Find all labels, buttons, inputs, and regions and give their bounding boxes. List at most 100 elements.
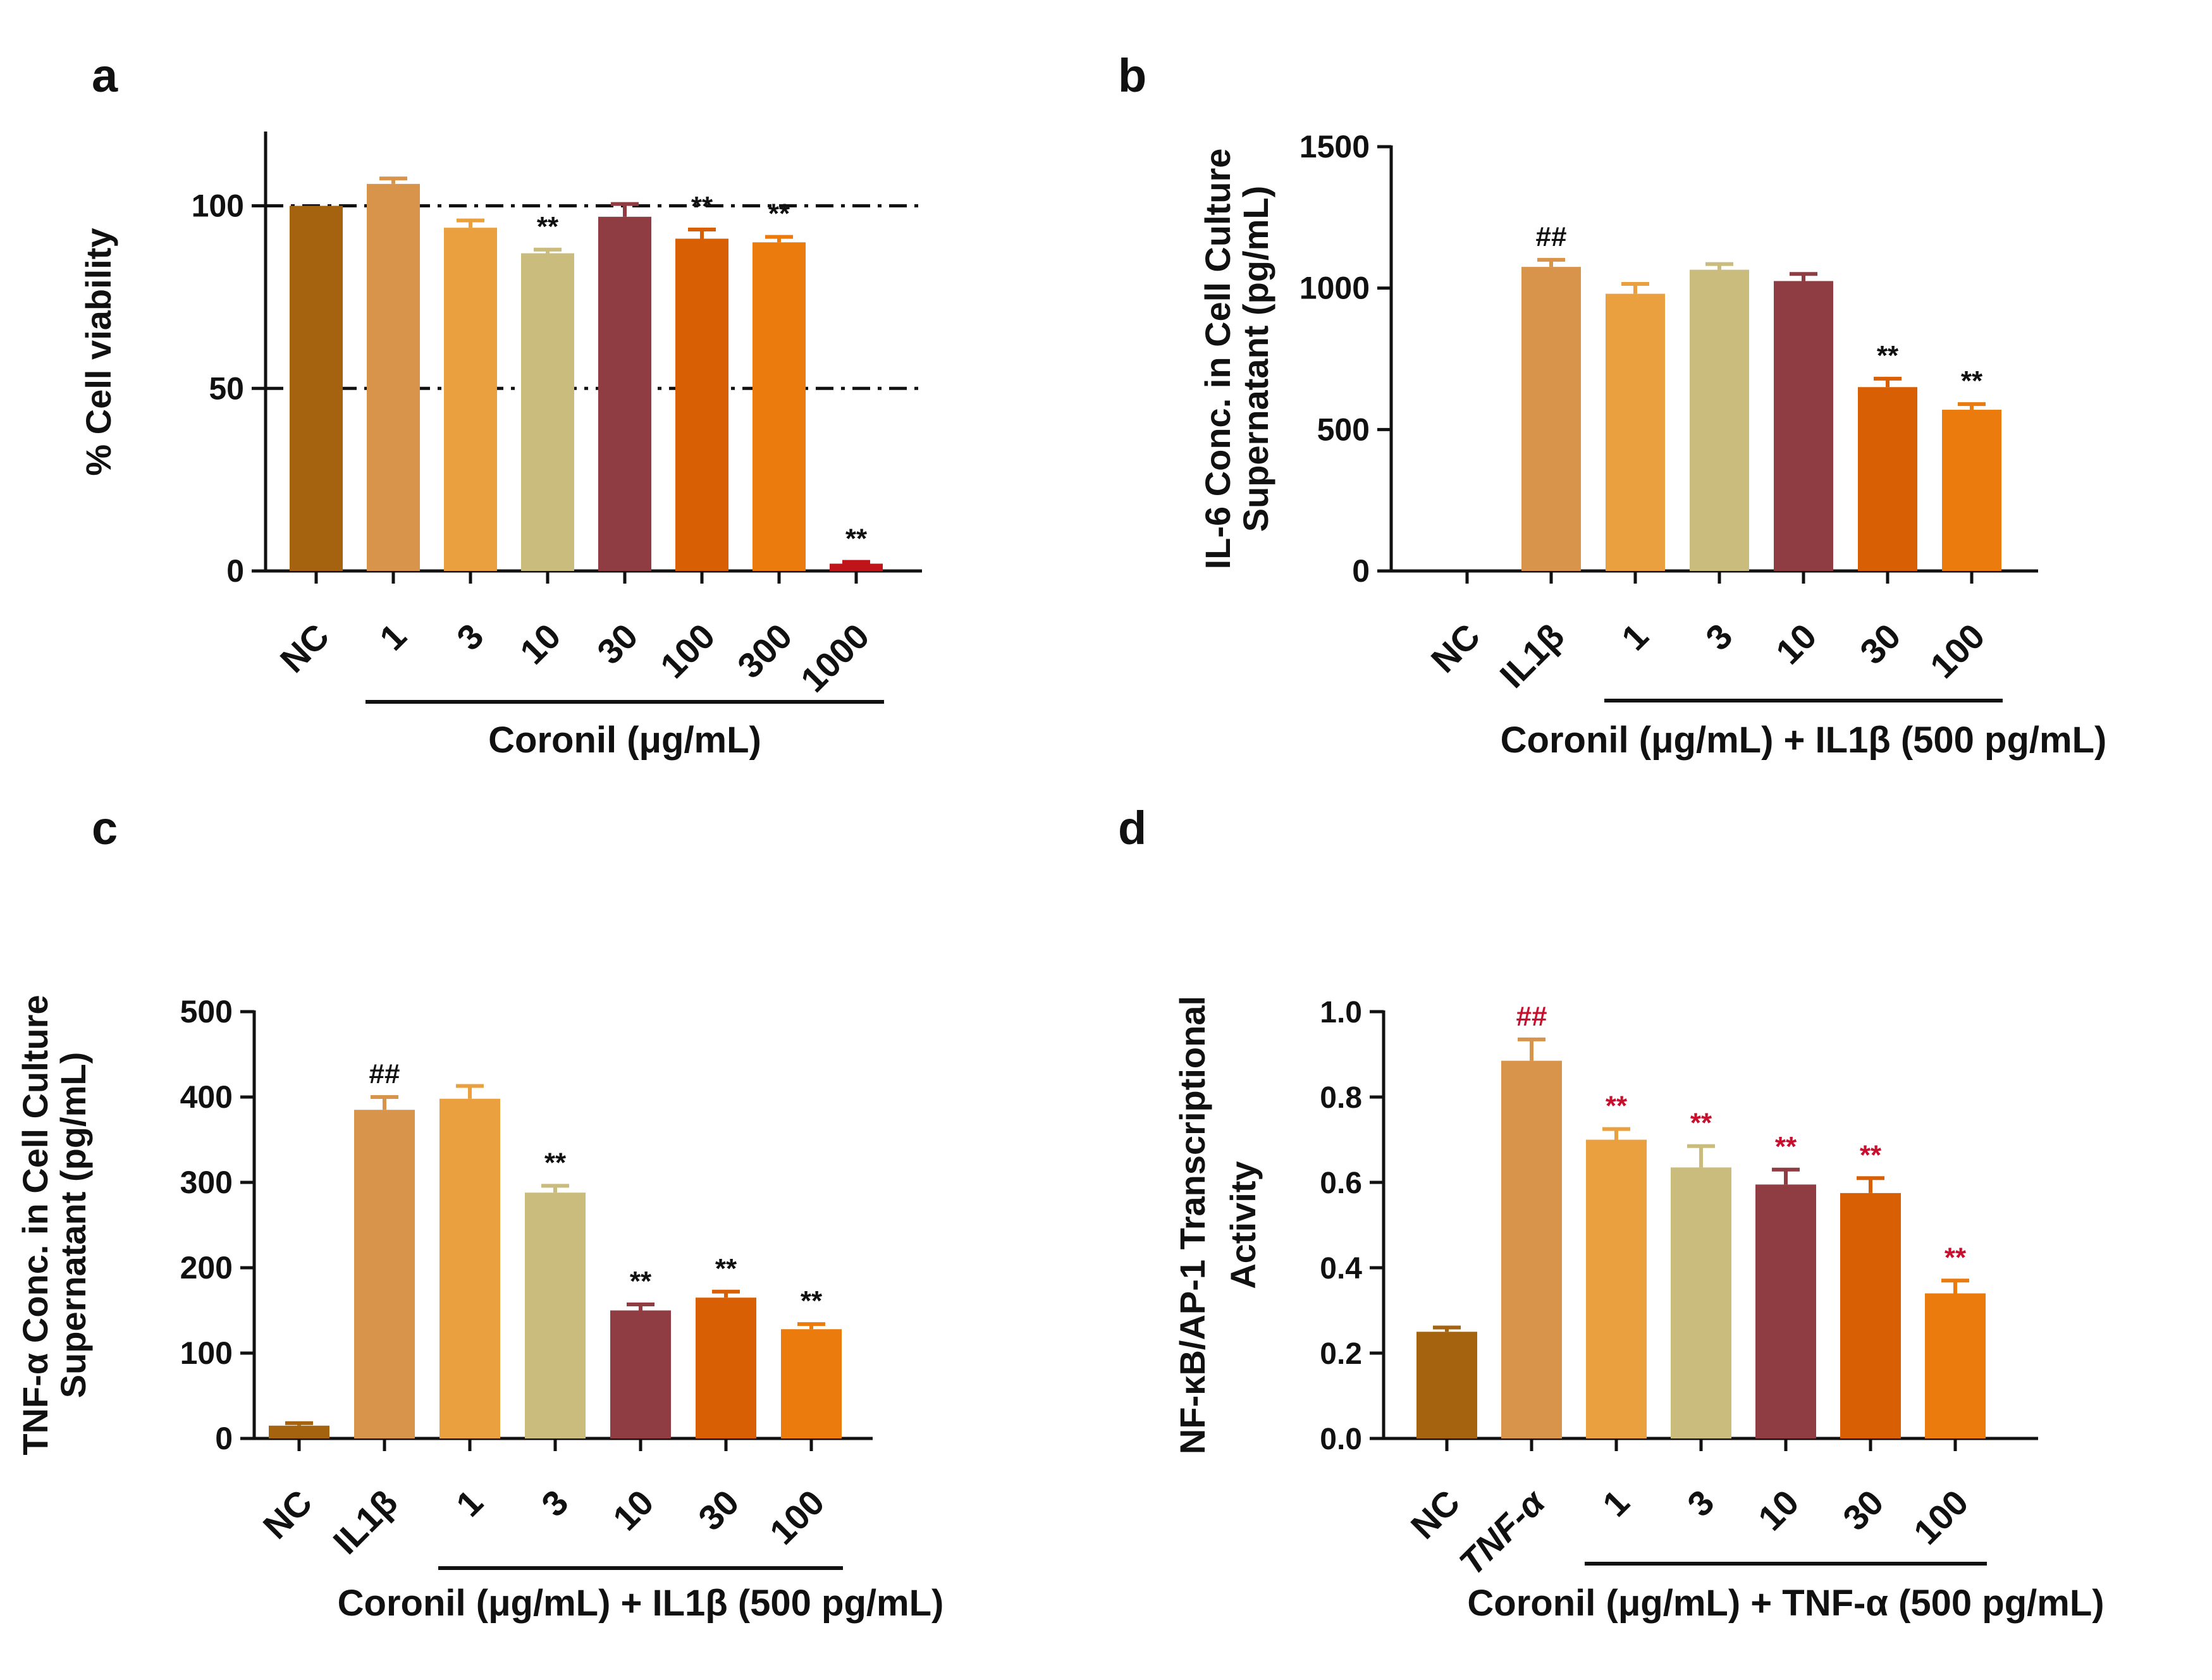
panel-c: c 0 100 200 300 400 500 ## ** ** ** ** NC IL1β 1 3 10 30 1… bbox=[15, 802, 943, 1624]
significance-mark: ** bbox=[630, 1266, 652, 1297]
y-tick-label: 1000 bbox=[1300, 271, 1370, 306]
y-tick-label: 0.4 bbox=[1320, 1252, 1362, 1285]
significance-mark: ** bbox=[1961, 365, 1983, 396]
bar bbox=[610, 1310, 671, 1438]
bar bbox=[444, 228, 497, 571]
y-tick-label: 200 bbox=[180, 1250, 233, 1285]
bar bbox=[1690, 269, 1749, 571]
x-tick-label: 30 bbox=[589, 616, 646, 672]
y-tick-label: 500 bbox=[1317, 412, 1370, 447]
bar bbox=[1671, 1167, 1731, 1438]
y-tick-label: 300 bbox=[180, 1165, 233, 1200]
x-tick-label: NC bbox=[1423, 616, 1488, 680]
y-tick-label: 0 bbox=[226, 553, 244, 589]
y-axis-label: Supernatant (pg/mL) bbox=[53, 1052, 93, 1399]
bar bbox=[367, 183, 420, 572]
bar bbox=[1925, 1293, 1986, 1438]
significance-mark: ** bbox=[715, 1253, 737, 1284]
y-axis-label: TNF-α Conc. in Cell Culture bbox=[15, 995, 55, 1455]
group-label: Coronil (μg/mL) + TNF-α (500 pg/mL) bbox=[1467, 1583, 2104, 1624]
bar bbox=[290, 205, 343, 571]
y-tick-label: 0.0 bbox=[1320, 1423, 1362, 1456]
bar bbox=[1858, 387, 1917, 571]
x-tick-label: 3 bbox=[1698, 616, 1740, 658]
bar bbox=[1501, 1060, 1562, 1438]
y-tick-label: 500 bbox=[180, 994, 233, 1029]
x-tick-label: 3 bbox=[449, 616, 491, 658]
significance-mark: ## bbox=[1536, 221, 1567, 252]
x-tick-label: 100 bbox=[653, 616, 723, 686]
x-tick-label: 1 bbox=[372, 616, 414, 658]
bar bbox=[830, 563, 883, 571]
panel-b: b 0 500 1000 1500 ## ** ** NC IL1β 1 3 10 30 100 Coroni… bbox=[1118, 49, 2106, 761]
y-tick-label: 1.0 bbox=[1320, 996, 1362, 1029]
x-tick-label: 30 bbox=[691, 1482, 747, 1538]
y-axis-label: Supernatant (pg/mL) bbox=[1236, 186, 1275, 532]
y-axis-label: IL-6 Conc. in Cell Culture bbox=[1198, 149, 1238, 570]
bar bbox=[525, 1193, 586, 1438]
x-tick-label: 100 bbox=[762, 1482, 832, 1552]
y-tick-label: 50 bbox=[209, 371, 244, 406]
bar bbox=[521, 253, 574, 571]
bar bbox=[1774, 281, 1833, 571]
bar bbox=[1416, 1332, 1477, 1438]
y-axis-label: % Cell viability bbox=[78, 228, 118, 475]
x-tick-label: 3 bbox=[534, 1482, 576, 1524]
significance-mark: ** bbox=[537, 211, 559, 242]
y-tick-label: 0.8 bbox=[1320, 1081, 1362, 1115]
y-tick-label: 1500 bbox=[1300, 129, 1370, 164]
significance-mark: ** bbox=[1690, 1108, 1712, 1139]
x-tick-label: NC bbox=[1403, 1482, 1468, 1547]
y-tick-label: 0 bbox=[215, 1421, 233, 1456]
significance-mark: ** bbox=[1945, 1242, 1967, 1273]
y-tick-label: 400 bbox=[180, 1079, 233, 1115]
y-axis-label: NF-κB/AP-1 Transcriptional bbox=[1172, 996, 1212, 1454]
x-tick-label: IL1β bbox=[326, 1482, 405, 1562]
bar bbox=[781, 1329, 842, 1438]
x-tick-label: 100 bbox=[1906, 1482, 1976, 1552]
x-tick-label: 1000 bbox=[793, 616, 877, 700]
bar bbox=[1606, 293, 1665, 571]
significance-mark: ** bbox=[845, 524, 868, 555]
x-tick-label: 10 bbox=[605, 1482, 661, 1538]
significance-mark: ** bbox=[801, 1285, 823, 1316]
bar bbox=[1586, 1139, 1647, 1438]
y-tick-label: 0.6 bbox=[1320, 1167, 1362, 1200]
group-label: Coronil (μg/mL) bbox=[488, 720, 761, 761]
x-tick-label: 100 bbox=[1922, 616, 1993, 686]
x-tick-label: 3 bbox=[1680, 1482, 1722, 1524]
significance-mark: ** bbox=[544, 1147, 567, 1178]
significance-mark: ** bbox=[1877, 340, 1899, 371]
bar bbox=[1521, 267, 1581, 571]
x-tick-label: 30 bbox=[1835, 1482, 1891, 1538]
y-tick-label: 100 bbox=[192, 188, 244, 224]
bar bbox=[753, 242, 806, 571]
y-tick-label: 0 bbox=[1352, 553, 1370, 589]
x-tick-label: 1 bbox=[1595, 1482, 1637, 1524]
significance-mark: ## bbox=[369, 1058, 400, 1089]
bar bbox=[598, 216, 651, 571]
bar bbox=[1840, 1193, 1901, 1438]
x-tick-label: 10 bbox=[1768, 616, 1824, 672]
bar bbox=[439, 1098, 500, 1438]
significance-mark: ** bbox=[1775, 1131, 1797, 1162]
bar bbox=[675, 238, 728, 572]
bar bbox=[354, 1110, 415, 1438]
bar bbox=[1755, 1184, 1816, 1438]
y-tick-label: 0.2 bbox=[1320, 1337, 1362, 1371]
bar bbox=[696, 1297, 756, 1438]
x-tick-label: IL1β bbox=[1492, 616, 1572, 696]
x-tick-label: 300 bbox=[730, 616, 800, 686]
group-label: Coronil (μg/mL) + IL1β (500 pg/mL) bbox=[338, 1583, 944, 1624]
x-tick-label: NC bbox=[273, 616, 337, 680]
x-tick-label: 10 bbox=[512, 616, 568, 672]
significance-mark: ** bbox=[1606, 1091, 1628, 1122]
bar bbox=[1942, 410, 2001, 571]
x-tick-label: TNF-α bbox=[1451, 1481, 1553, 1583]
panel-label: d bbox=[1118, 802, 1146, 854]
panel-label: a bbox=[92, 49, 118, 102]
panel-label: c bbox=[92, 802, 118, 854]
